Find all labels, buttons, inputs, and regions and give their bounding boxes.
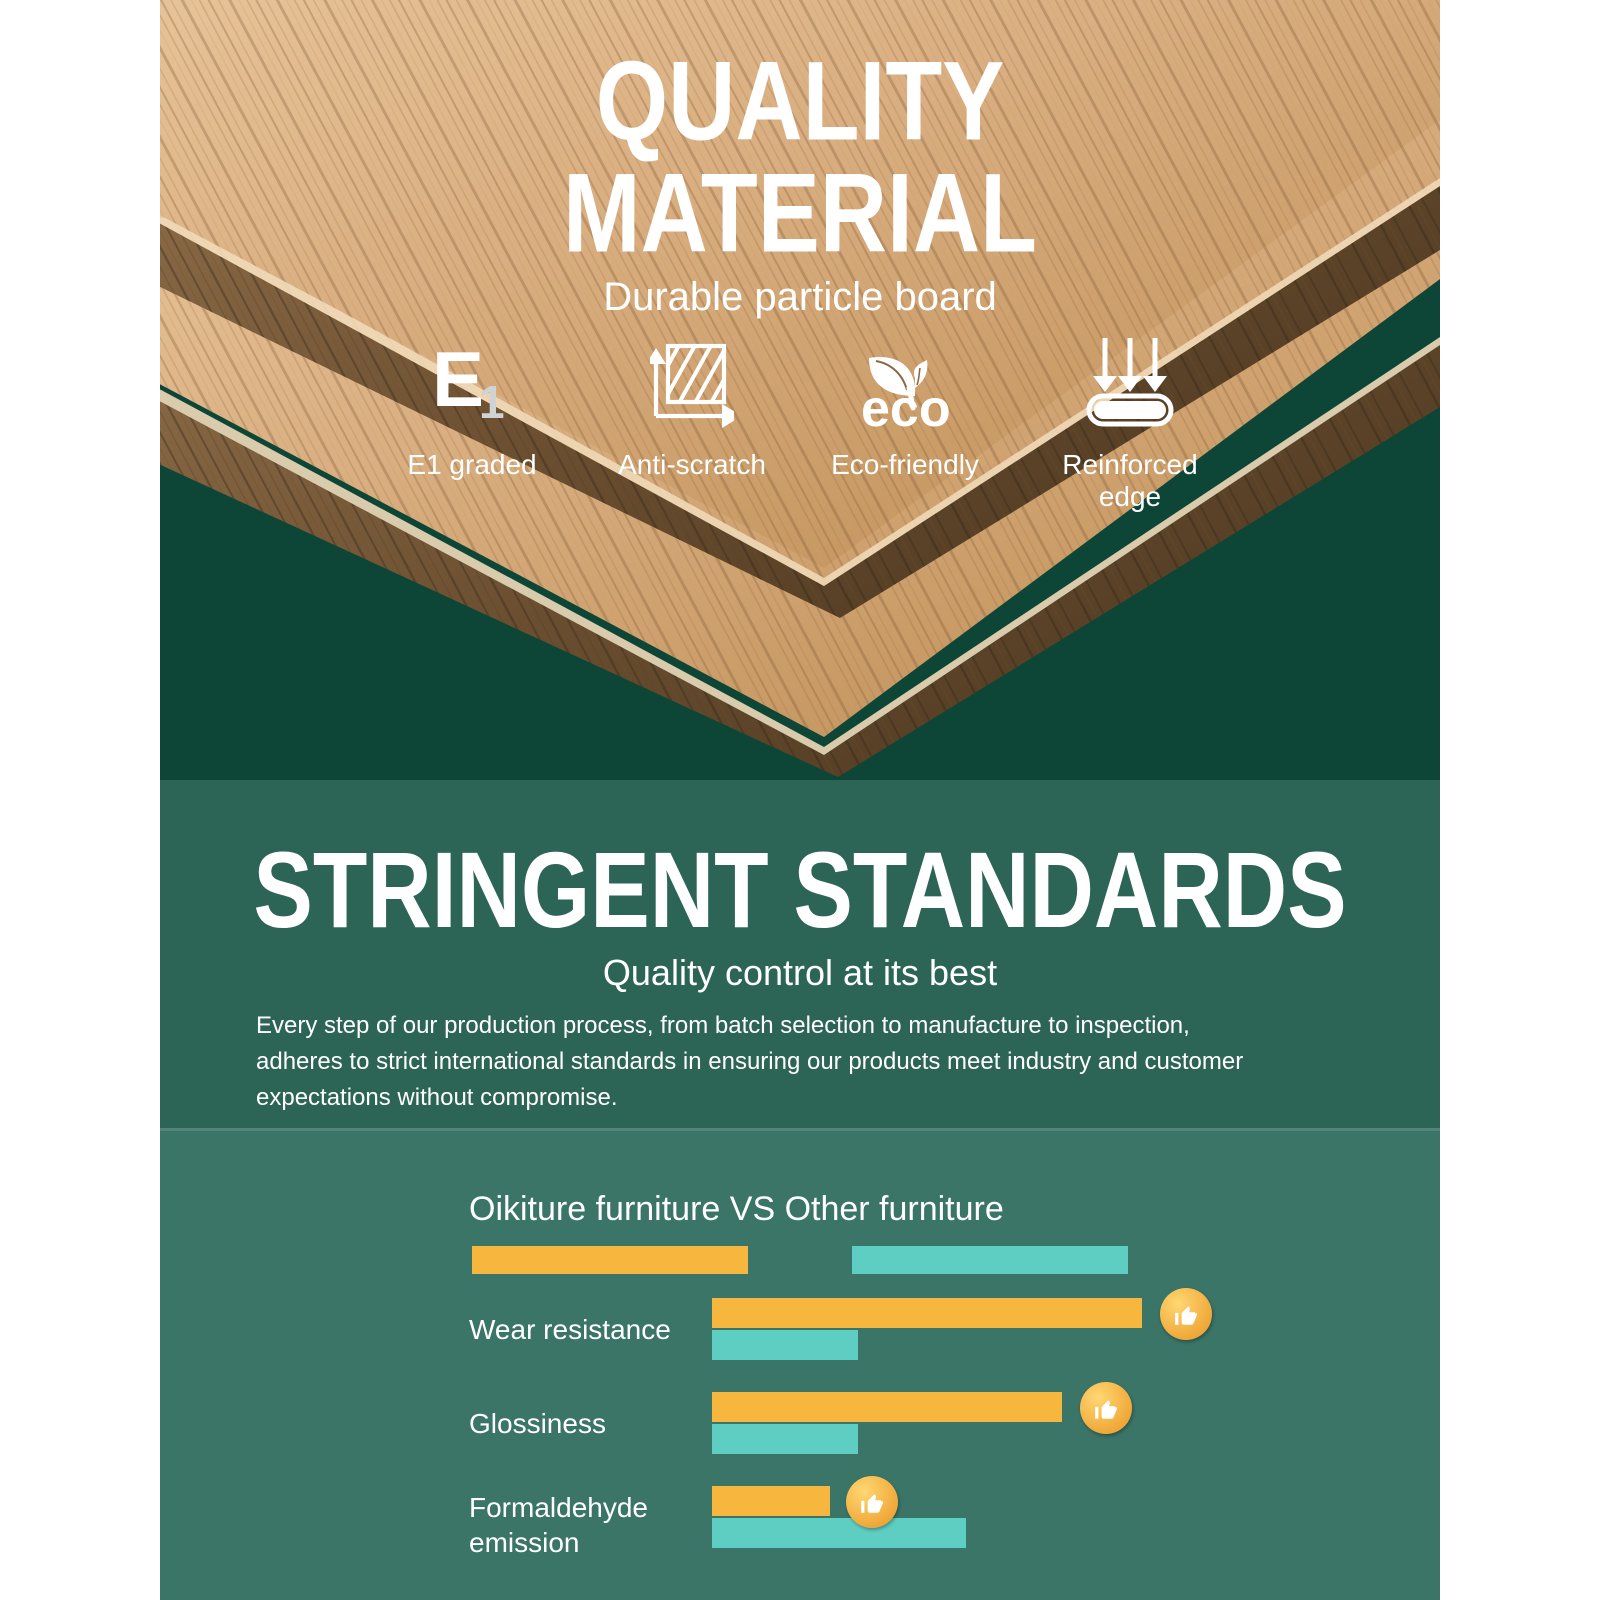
- svg-text:E: E: [432, 338, 484, 423]
- svg-text:eco: eco: [861, 380, 951, 430]
- svg-text:1: 1: [479, 376, 505, 428]
